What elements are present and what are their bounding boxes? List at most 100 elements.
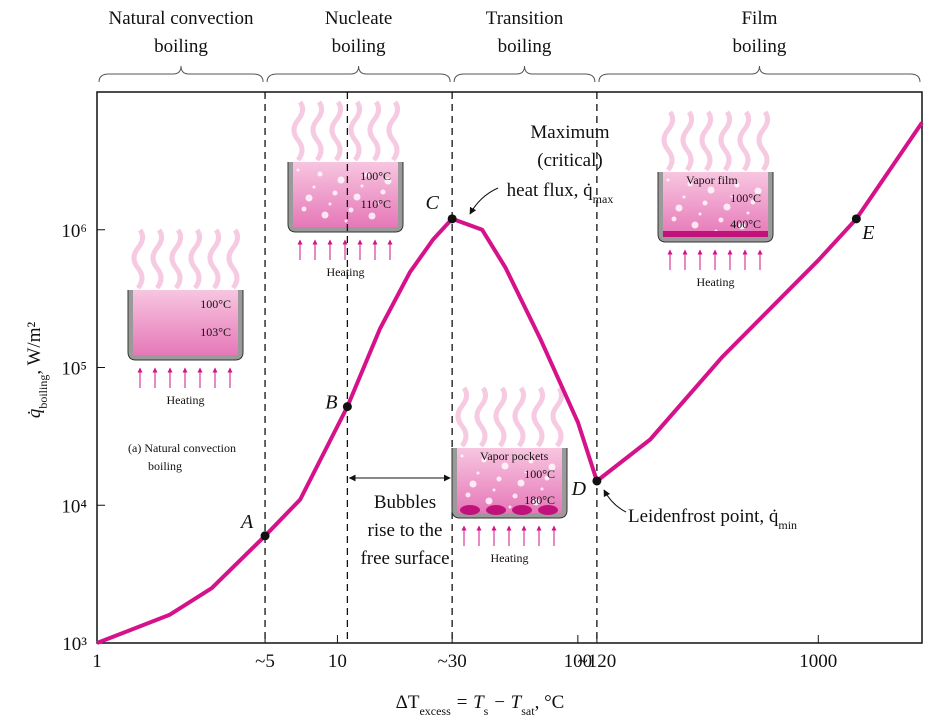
pan-illustration: Vapor pockets 100°C 180°C Heating [451, 386, 568, 565]
bubble [512, 493, 518, 499]
pan-label: 100°C [730, 191, 761, 205]
vapor [188, 228, 203, 290]
region-brace [598, 65, 921, 83]
bubble [738, 222, 746, 230]
bubble [476, 471, 480, 475]
x-tick-label: ~30 [438, 651, 467, 672]
vapor [150, 228, 165, 290]
region-label: Natural convection [108, 8, 254, 29]
liquid [663, 172, 768, 237]
bubble [332, 190, 338, 196]
vapor [756, 110, 771, 172]
bubble [730, 194, 734, 198]
pan-label: 110°C [361, 197, 391, 211]
vapor [291, 100, 306, 162]
annotation: heat flux, q̇max [507, 180, 614, 206]
vapor [169, 228, 184, 290]
pan-label: 180°C [524, 493, 555, 507]
bubble [528, 458, 534, 464]
y-tick-label: 10⁵ [61, 359, 87, 380]
bubble [485, 497, 493, 505]
bubble [380, 189, 386, 195]
bubble [750, 199, 756, 205]
region-brace [453, 65, 596, 83]
region-label: Film [741, 8, 777, 29]
bubble [707, 186, 715, 194]
annotation: (a) Natural convection [128, 441, 236, 455]
x-tick-label: 1000 [799, 651, 837, 672]
bubble [460, 454, 464, 458]
curve-point [851, 214, 861, 224]
x-tick-label: ~120 [578, 651, 617, 672]
point-label: E [861, 222, 874, 244]
vapor [226, 228, 241, 290]
vapor [329, 100, 344, 162]
point-label: A [239, 511, 254, 533]
pan-label: 100°C [360, 169, 391, 183]
x-tick-label: 100 [564, 651, 593, 672]
y-tick-label: 10⁶ [61, 221, 87, 242]
bubble [353, 193, 361, 201]
bubble [524, 470, 528, 474]
annotation: Leidenfrost point, q̇min [628, 506, 797, 532]
liquid [457, 448, 562, 513]
vapor-pocket [538, 505, 558, 515]
bubble [384, 177, 392, 185]
x-axis-label: ΔTexcess = Ts − Tsat, °C [396, 692, 565, 718]
y-axis-label: q̇boiling, W/m² [24, 322, 50, 419]
annotation-arrow [603, 489, 627, 513]
bubble [687, 181, 693, 187]
annotation: (critical) [537, 150, 602, 171]
bubble [734, 182, 740, 188]
annotation: free surface [360, 548, 449, 569]
bubble [344, 219, 348, 223]
bubble [348, 207, 354, 213]
pan-label: 400°C [730, 217, 761, 231]
bubble [465, 492, 471, 498]
bubble [481, 457, 487, 463]
bubble [364, 172, 370, 178]
bubble [682, 195, 686, 199]
curve-point [342, 402, 352, 412]
region-label: boiling [154, 36, 208, 57]
bubble [718, 217, 724, 223]
annotation: Bubbles [374, 492, 436, 513]
bubble [492, 488, 496, 492]
pan-caption: Heating [327, 265, 365, 279]
curve-point [592, 476, 602, 486]
vapor [310, 100, 325, 162]
vapor [474, 386, 489, 448]
bubble [702, 200, 708, 206]
bubble [532, 498, 540, 506]
vapor [661, 110, 676, 172]
vapor [737, 110, 752, 172]
bubble [301, 206, 307, 212]
curve-point [447, 214, 457, 224]
region-brace [98, 65, 264, 83]
pan-illustration: 100°C 110°C Heating [287, 100, 404, 279]
point-label: D [571, 478, 587, 500]
bubble [305, 194, 313, 202]
bubble [376, 201, 380, 205]
bubble [337, 176, 345, 184]
vapor-pocket [460, 505, 480, 515]
curve-point [260, 531, 270, 541]
bubble [496, 476, 502, 482]
pan-label: 100°C [524, 467, 555, 481]
y-tick-label: 10⁴ [61, 496, 87, 517]
bubble [517, 479, 525, 487]
annotation: rise to the [368, 520, 443, 541]
pan-label: Vapor pockets [480, 449, 549, 463]
region-label: boiling [332, 36, 386, 57]
bubble [698, 212, 702, 216]
bubble [746, 211, 750, 215]
liquid [133, 290, 238, 355]
bubble [328, 202, 332, 206]
bubble [312, 185, 316, 189]
region-label: boiling [733, 36, 787, 57]
point-label: C [425, 192, 439, 214]
y-tick-label: 10³ [62, 634, 87, 655]
pan-caption: Heating [491, 551, 529, 565]
vapor [718, 110, 733, 172]
